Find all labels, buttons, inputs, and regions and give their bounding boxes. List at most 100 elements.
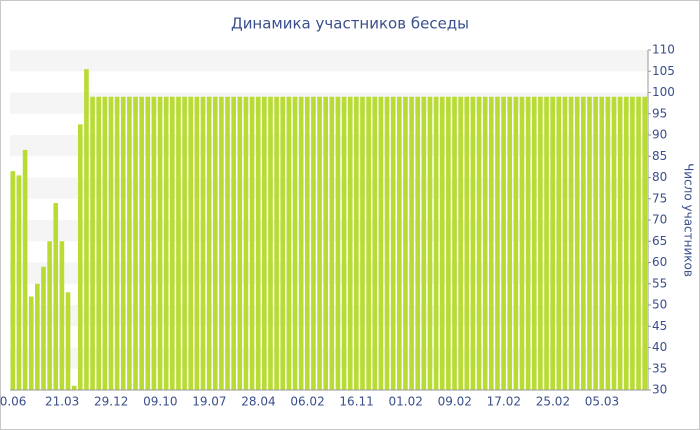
- bar: [623, 96, 629, 390]
- y-tick-label: 60: [652, 255, 667, 269]
- bar: [102, 96, 108, 390]
- bar: [525, 96, 531, 390]
- bar: [433, 96, 439, 390]
- bar: [599, 96, 605, 390]
- bar: [347, 96, 353, 390]
- y-tick-label: 85: [652, 149, 667, 163]
- bar: [568, 96, 574, 390]
- bar: [384, 96, 390, 390]
- bar: [593, 96, 598, 390]
- x-tick-label: 0.06: [0, 395, 26, 409]
- y-tick-label: 45: [652, 319, 667, 333]
- bar: [581, 96, 586, 390]
- bar: [133, 96, 138, 390]
- y-tick-label: 35: [652, 361, 667, 375]
- bar: [544, 96, 549, 390]
- bar: [329, 96, 335, 390]
- bar: [237, 96, 243, 390]
- x-tick-label: 05.03: [585, 395, 619, 409]
- bar: [464, 96, 470, 390]
- x-tick-label: 16.11: [339, 395, 373, 409]
- bar: [16, 175, 22, 390]
- bar: [262, 96, 267, 390]
- x-tick-label: 06.02: [290, 395, 324, 409]
- grid-band: [10, 135, 648, 157]
- bar: [268, 96, 273, 390]
- bar: [304, 96, 310, 390]
- bar: [311, 96, 316, 390]
- chart-title: Динамика участников беседы: [231, 15, 469, 33]
- grid-band: [10, 305, 648, 327]
- bar: [22, 149, 28, 390]
- bar: [354, 96, 359, 390]
- bar: [120, 96, 126, 390]
- bar: [77, 124, 83, 390]
- bar: [421, 96, 427, 390]
- grid-band: [10, 177, 648, 199]
- bar: [513, 96, 519, 390]
- bar: [298, 96, 304, 390]
- bar: [446, 96, 451, 390]
- bar: [470, 96, 476, 390]
- bar: [531, 96, 537, 390]
- bar: [151, 96, 157, 390]
- grid-band: [10, 92, 648, 114]
- bar: [335, 96, 341, 390]
- bar: [574, 96, 580, 390]
- bar: [476, 96, 482, 390]
- bar: [176, 96, 181, 390]
- bar: [47, 241, 52, 390]
- bar: [538, 96, 543, 390]
- bar: [114, 96, 120, 390]
- bar: [323, 96, 328, 390]
- y-axis-title: Число участников: [682, 163, 696, 277]
- bar: [157, 96, 163, 390]
- x-tick-label: 28.04: [241, 395, 275, 409]
- y-tick-label: 50: [652, 298, 667, 312]
- grid-band: [10, 347, 648, 369]
- bar: [452, 96, 457, 390]
- y-tick-label: 75: [652, 191, 667, 205]
- bar: [53, 203, 59, 390]
- bar: [286, 96, 292, 390]
- x-tick-label: 19.07: [192, 395, 226, 409]
- grid-band: [10, 220, 648, 242]
- bar: [225, 96, 230, 390]
- bar: [409, 96, 414, 390]
- bar: [65, 292, 71, 390]
- bar: [108, 96, 114, 390]
- y-tick-label: 110: [652, 43, 675, 57]
- bar: [372, 96, 378, 390]
- y-tick-label: 55: [652, 276, 667, 290]
- bar: [219, 96, 224, 390]
- bar: [360, 96, 365, 390]
- bar: [59, 241, 65, 390]
- bar: [96, 96, 102, 390]
- bar: [489, 96, 494, 390]
- y-tick-label: 65: [652, 234, 667, 248]
- bar: [403, 96, 408, 390]
- bar: [90, 96, 95, 390]
- x-tick-label: 29.12: [94, 395, 128, 409]
- bar: [605, 96, 611, 390]
- bar: [139, 96, 144, 390]
- x-tick-label: 09.02: [438, 395, 472, 409]
- bar: [194, 96, 200, 390]
- y-tick-label: 95: [652, 106, 667, 120]
- y-tick-label: 90: [652, 128, 667, 142]
- grid-band: [10, 262, 648, 284]
- bar: [206, 96, 212, 390]
- y-tick-label: 70: [652, 213, 667, 227]
- bar: [427, 96, 433, 390]
- y-tick-label: 40: [652, 340, 667, 354]
- bar: [562, 96, 568, 390]
- bar: [617, 96, 623, 390]
- bar: [458, 96, 463, 390]
- bar: [396, 96, 402, 390]
- bar: [630, 96, 635, 390]
- bar: [378, 96, 384, 390]
- bar: [292, 96, 298, 390]
- x-tick-label: 01.02: [389, 395, 423, 409]
- bar: [280, 96, 286, 390]
- bar: [188, 96, 194, 390]
